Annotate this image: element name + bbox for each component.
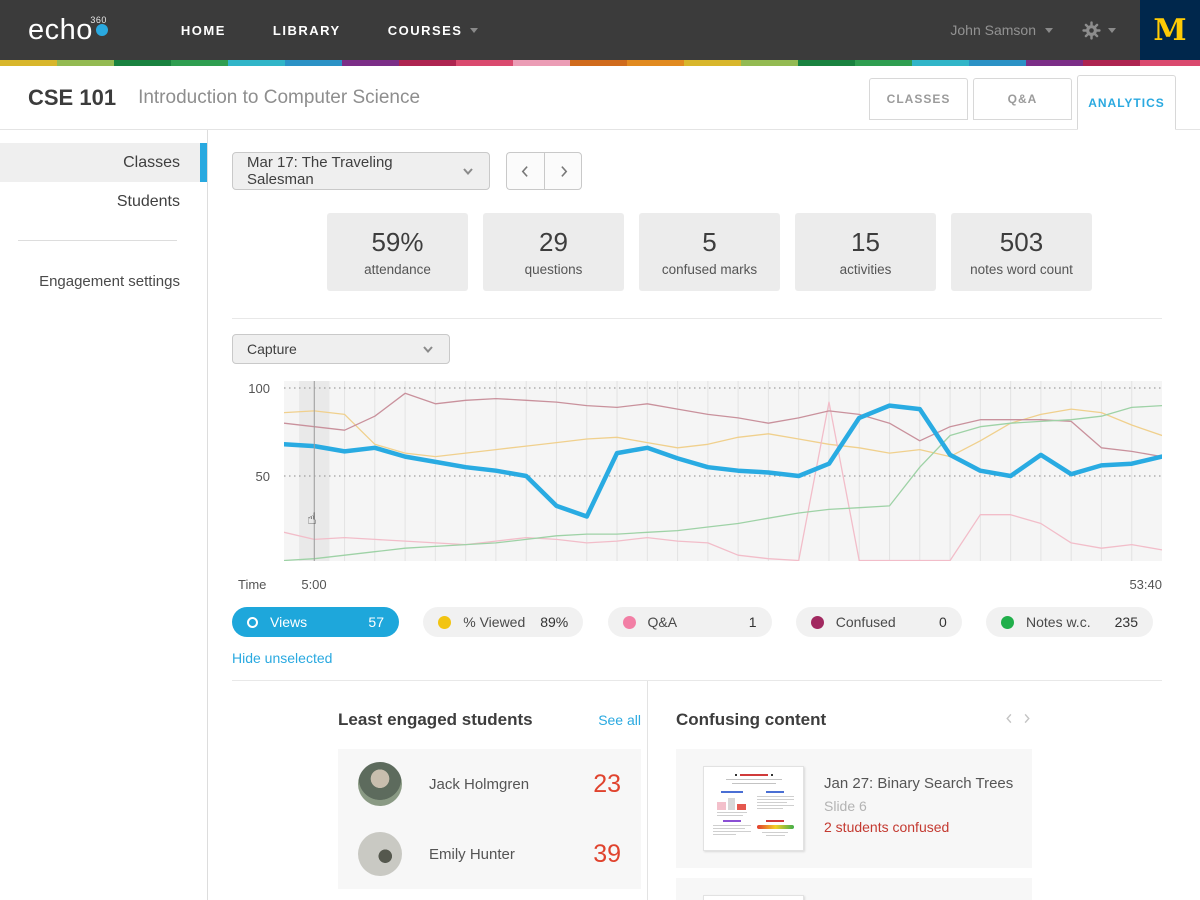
tab-classes[interactable]: CLASSES <box>869 78 968 120</box>
chevron-right-icon <box>1024 713 1030 724</box>
prev-class-button[interactable] <box>506 152 544 190</box>
class-stats: 59% attendance 29 questions 5 confused mark… <box>327 213 1162 291</box>
chevron-down-icon <box>1045 27 1053 33</box>
engagement-chart[interactable] <box>284 381 1162 561</box>
least-engaged-section: Least engaged students See all Jack Holm… <box>338 681 641 900</box>
legend-qa[interactable]: Q&A 1 <box>607 607 772 637</box>
org-logo[interactable]: M <box>1140 0 1200 60</box>
top-nav: echo 360 HOME LIBRARY COURSES John Samso… <box>0 0 1200 60</box>
nav-courses[interactable]: COURSES <box>388 23 479 38</box>
slide-thumbnail <box>703 895 804 900</box>
series-dot-icon <box>438 615 452 629</box>
engagement-score: 23 <box>593 769 621 798</box>
y-axis: 100 50 <box>248 381 270 484</box>
confusing-content-item[interactable]: Jan 27: Binary Search Trees <box>676 878 1032 900</box>
divider <box>232 680 1162 681</box>
next-content-button[interactable] <box>1021 712 1032 725</box>
series-ring-icon <box>247 616 258 628</box>
course-title: Introduction to Computer Science <box>138 86 421 108</box>
sidebar-item-engagement-settings[interactable]: Engagement settings <box>39 273 180 290</box>
course-tabs: CLASSES Q&A ANALYTICS <box>869 75 1176 130</box>
chevron-left-icon <box>521 165 528 177</box>
primary-nav: HOME LIBRARY COURSES <box>181 23 479 38</box>
stat-activities: 15 activities <box>795 213 936 291</box>
chevron-down-icon <box>463 168 473 176</box>
chart-legend: Views 57 % Viewed 89% Q&A 1 Confused 0 Notes… <box>232 607 1153 637</box>
chevron-down-icon <box>1108 27 1116 33</box>
class-selector[interactable]: Mar 17: The Traveling Salesman <box>232 152 490 190</box>
nav-right: John Samson M <box>950 0 1200 60</box>
see-all-link[interactable]: See all <box>598 712 641 728</box>
divider <box>232 318 1162 319</box>
stat-confused-marks: 5 confused marks <box>639 213 780 291</box>
analytics-main: Mar 17: The Traveling Salesman 59% attend… <box>208 130 1200 900</box>
hide-unselected-link[interactable]: Hide unselected <box>232 650 333 666</box>
x-axis: Time 5:00 53:40 <box>238 577 1162 592</box>
gear-icon <box>1082 20 1101 40</box>
chart-area: 100 50 ☝ <box>232 381 1162 561</box>
students-list: Jack Holmgren 23 Emily Hunter 39 <box>338 749 641 889</box>
series-dot-icon <box>622 615 636 629</box>
legend-pct-viewed[interactable]: % Viewed 89% <box>423 607 584 637</box>
logo-text: echo <box>28 13 93 46</box>
nav-library[interactable]: LIBRARY <box>272 22 341 38</box>
sidebar-divider <box>18 240 177 241</box>
next-class-button[interactable] <box>544 152 582 190</box>
stat-questions: 29 questions <box>483 213 624 291</box>
tab-qa[interactable]: Q&A <box>973 78 1072 120</box>
confusing-content-section: Confusing content <box>647 681 1032 900</box>
chevron-down-icon <box>470 27 479 33</box>
logo-360-label: 360 <box>90 14 107 25</box>
logo-dot-icon <box>95 23 108 36</box>
hand-cursor-icon: ☝ <box>307 511 317 528</box>
least-engaged-title: Least engaged students <box>338 710 533 729</box>
sidebar-item-students[interactable]: Students <box>116 193 180 210</box>
chevron-right-icon <box>560 165 567 177</box>
class-pager <box>506 152 582 190</box>
sidebar: Classes Students Engagement settings <box>0 130 208 900</box>
capture-selector[interactable]: Capture <box>232 334 450 364</box>
stat-attendance: 59% attendance <box>327 213 468 291</box>
tab-analytics[interactable]: ANALYTICS <box>1077 75 1176 130</box>
avatar <box>358 832 402 876</box>
nav-home[interactable]: HOME <box>180 22 226 38</box>
avatar <box>358 762 402 806</box>
confusing-content-item[interactable]: Jan 27: Binary Search Trees Slide 6 2 st… <box>676 749 1032 868</box>
rainbow-strip <box>0 60 1200 66</box>
series-dot-icon <box>810 615 824 629</box>
confusing-content-title: Confusing content <box>676 710 827 729</box>
slide-thumbnail <box>703 766 804 851</box>
chevron-down-icon <box>423 346 433 354</box>
legend-notes-wc[interactable]: Notes w.c. 235 <box>986 607 1153 637</box>
engagement-score: 39 <box>593 839 621 868</box>
legend-confused[interactable]: Confused 0 <box>795 607 962 637</box>
series-dot-icon <box>1001 615 1014 629</box>
legend-views[interactable]: Views 57 <box>232 607 399 637</box>
settings-menu[interactable] <box>1081 20 1116 41</box>
course-header: CSE 101 Introduction to Computer Science… <box>0 66 1200 130</box>
student-row[interactable]: Jack Holmgren 23 <box>338 749 641 819</box>
chevron-left-icon <box>1006 713 1012 724</box>
user-menu[interactable]: John Samson <box>950 22 1053 38</box>
student-row[interactable]: Emily Hunter 39 <box>338 819 641 889</box>
echo360-logo[interactable]: echo 360 <box>28 14 109 47</box>
sidebar-item-classes[interactable]: Classes <box>0 143 207 182</box>
course-code: CSE 101 <box>28 84 117 110</box>
content-pager <box>1004 712 1032 725</box>
prev-content-button[interactable] <box>1004 712 1015 725</box>
stat-notes-word-count: 503 notes word count <box>951 213 1092 291</box>
confused-count: 2 students confused <box>824 819 950 835</box>
